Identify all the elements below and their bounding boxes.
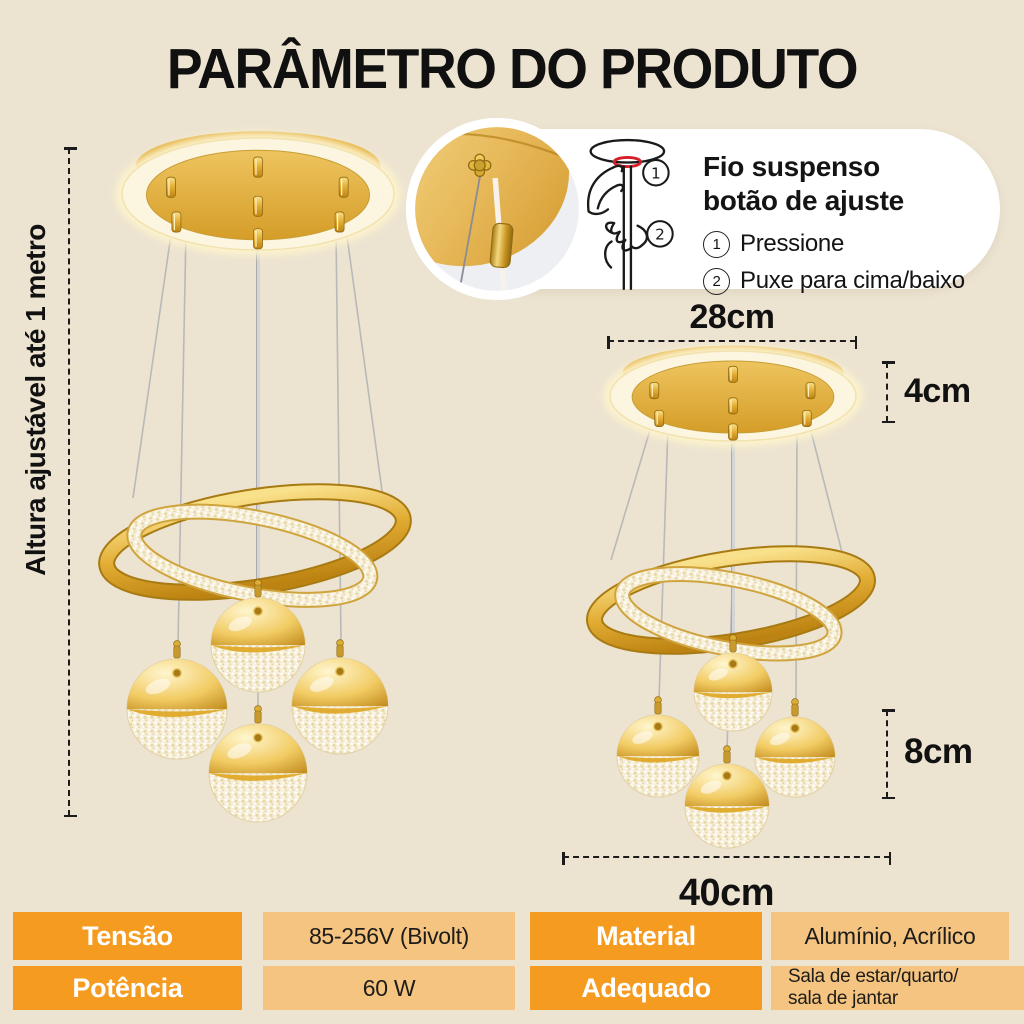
crystal-ring: [586, 545, 876, 662]
left-chandelier-illustration: [98, 131, 412, 823]
bottom-width-dimension-line: [562, 851, 891, 865]
pendant-ball: [126, 640, 228, 760]
pendant-ball: [684, 745, 770, 849]
ball-height-label: 8cm: [904, 732, 973, 771]
spec-label-potencia: Potência: [13, 966, 242, 1010]
svg-text:2: 2: [655, 225, 665, 243]
pendant-ball: [693, 634, 773, 732]
callout-heading-line1: Fio suspenso: [703, 151, 880, 182]
callout-steps: 1 Pressione 2 Puxe para cima/baixo: [703, 230, 993, 295]
crystal-ring: [98, 483, 412, 608]
pressing-hand-sketch: [586, 164, 625, 216]
pendant-ball: [616, 696, 700, 798]
step-2-marker: [646, 220, 674, 248]
page-title: PARÂMETRO DO PRODUTO: [166, 37, 859, 101]
pulling-hand-sketch: [604, 221, 649, 269]
pendant-ball: [754, 698, 836, 798]
spec-value-potencia: 60 W: [263, 966, 515, 1010]
height-dimension-line: [63, 147, 77, 817]
ball-height-dimension-line: [881, 709, 895, 799]
pendant-ball: [210, 579, 306, 693]
callout-heading: Fio suspenso botão de ajuste: [703, 150, 993, 217]
step-2-number-icon: 2: [703, 267, 730, 295]
callout-heading-line2: botão de ajuste: [703, 184, 904, 216]
height-dimension-label: Altura ajustável até 1 metro: [20, 224, 51, 576]
ceiling-cup-sketch: [589, 138, 666, 164]
bottom-width-label: 40cm: [678, 872, 775, 914]
adjuster-knob: [467, 153, 492, 178]
callout-step-2: 2 Puxe para cima/baixo: [703, 267, 993, 295]
step-1-text: Pressione: [740, 230, 845, 258]
spec-label-tensao: Tensão: [13, 912, 242, 960]
canopy-height-label: 4cm: [904, 372, 971, 410]
canopy-height-dimension-line: [881, 361, 895, 423]
step-1-marker: [642, 158, 670, 187]
spec-label-adequado: Adequado: [530, 966, 762, 1010]
step-2-text: Puxe para cima/baixo: [740, 267, 965, 295]
callout-text-block: Fio suspenso botão de ajuste 1 Pressione…: [703, 150, 993, 304]
top-width-label: 28cm: [689, 298, 775, 336]
spec-label-material: Material: [530, 912, 762, 960]
spec-value-material: Alumínio, Acrílico: [771, 912, 1009, 960]
canopy-closeup-photo: [406, 118, 588, 300]
adjustment-instructions-sketch: 1 2: [586, 138, 674, 291]
right-chandelier-illustration: [586, 345, 876, 849]
callout-step-1: 1 Pressione: [703, 230, 993, 258]
adjust-button-highlight: [612, 155, 643, 169]
pendant-ball: [208, 705, 308, 823]
spec-value-adequado: Sala de estar/quarto/ sala de jantar: [771, 966, 1024, 1010]
top-width-dimension-line: [607, 335, 857, 349]
step-1-number-icon: 1: [703, 230, 730, 258]
pendant-ball: [291, 639, 389, 755]
spec-value-tensao: 85-256V (Bivolt): [263, 912, 515, 960]
svg-text:1: 1: [651, 164, 661, 182]
